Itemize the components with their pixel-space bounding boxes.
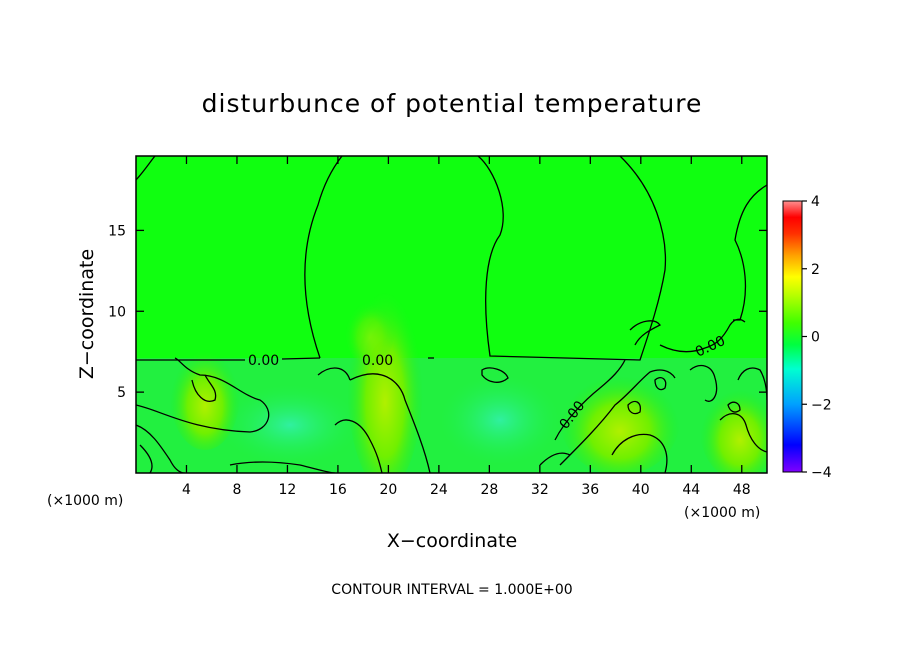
plot-frame	[135, 155, 768, 474]
contour-lines	[136, 156, 767, 473]
x-tick-label: 20	[379, 482, 397, 498]
x-unit-label: (×1000 m)	[684, 505, 760, 521]
colorbar: 4 2 0 −2 −4	[782, 194, 832, 481]
y-tick-label: 10	[108, 304, 126, 320]
x-tick-label: 32	[531, 482, 549, 498]
y-axis-label: Z−coordinate	[76, 249, 98, 379]
contour-label: 0.00	[248, 353, 279, 369]
x-tick-label: 44	[682, 482, 700, 498]
colorbar-tick-label: 0	[811, 330, 820, 346]
x-tick-label: 48	[733, 482, 751, 498]
x-axis-label: X−coordinate	[387, 530, 517, 552]
field-upper-region	[136, 156, 767, 360]
colorbar-tick-label: 4	[811, 194, 820, 210]
x-tick-label: 8	[232, 482, 241, 498]
cool-patch	[440, 375, 560, 465]
x-axis-ticks: 4 8 12 16 20 24 28 32 36 40 44 48	[182, 156, 751, 498]
warm-plume	[170, 340, 240, 450]
colorbar-tick-label: 2	[811, 262, 820, 278]
x-tick-label: 12	[279, 482, 297, 498]
x-tick-label: 28	[480, 482, 498, 498]
cool-patch	[220, 385, 360, 465]
y-axis-ticks: 5 10 15	[108, 223, 767, 401]
y-tick-label: 5	[117, 385, 126, 401]
x-tick-label: 36	[581, 482, 599, 498]
colorbar-tick-label: −4	[811, 465, 832, 481]
contour-label: 0.00	[362, 353, 393, 369]
warm-plume	[560, 365, 680, 473]
x-tick-label: 24	[430, 482, 448, 498]
colorbar-gradient	[782, 200, 803, 473]
y-unit-label: (×1000 m)	[47, 493, 123, 509]
colorbar-tick-label: −2	[811, 397, 832, 413]
colorbar-ticks: 4 2 0 −2 −4	[802, 194, 832, 481]
x-tick-label: 16	[329, 482, 347, 498]
x-tick-label: 4	[182, 482, 191, 498]
plot-area: 0.00 0.00 0.00 0.00	[136, 156, 767, 473]
warm-plume	[345, 295, 395, 365]
contour-interval-note: CONTOUR INTERVAL = 1.000E+00	[331, 582, 572, 598]
chart-title: disturbunce of potential temperature	[202, 89, 703, 118]
warm-plume	[700, 380, 767, 473]
y-tick-label: 15	[108, 223, 126, 239]
x-tick-label: 40	[632, 482, 650, 498]
